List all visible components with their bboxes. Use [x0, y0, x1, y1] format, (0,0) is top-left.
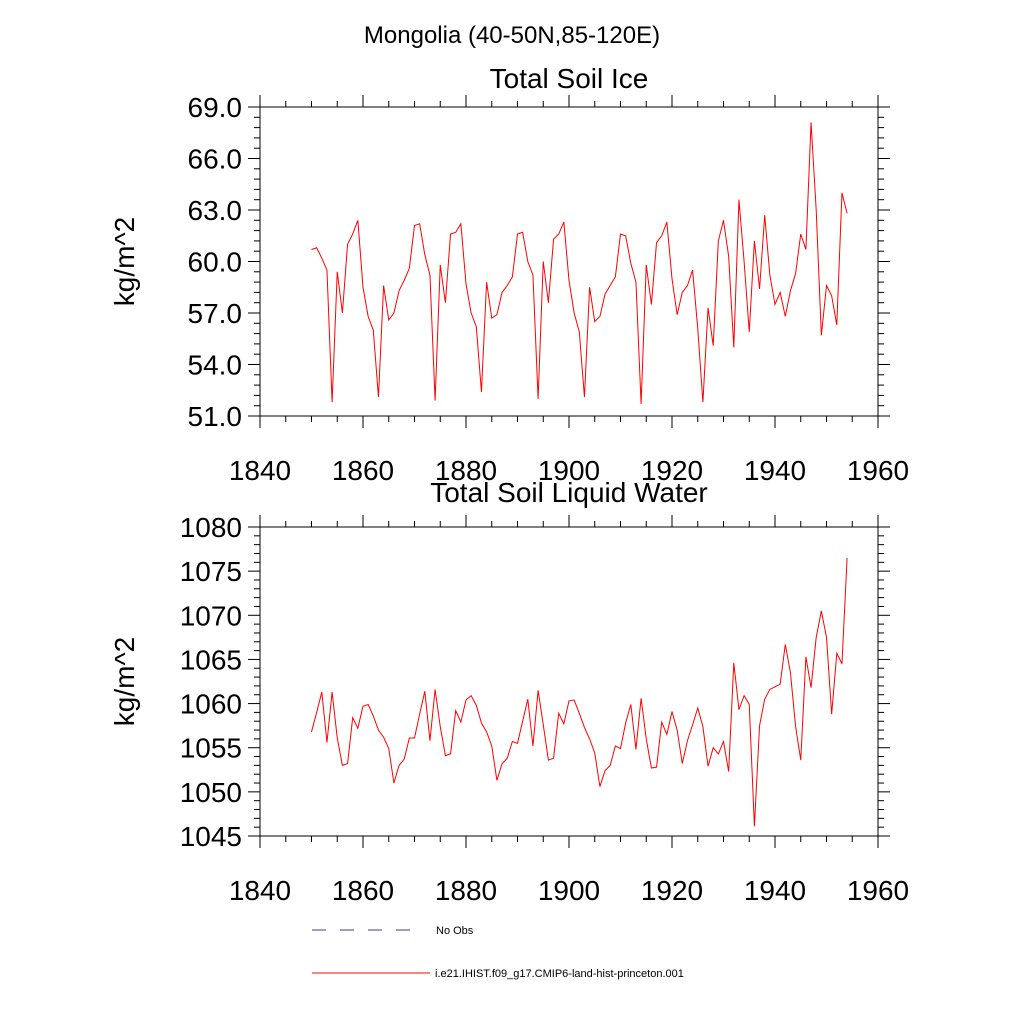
chart-title: Total Soil Ice: [490, 63, 649, 94]
x-tick-label: 1860: [332, 455, 394, 486]
page-title: Mongolia (40-50N,85-120E): [364, 22, 660, 49]
y-tick-label: 69.0: [188, 92, 243, 123]
x-tick-label: 1840: [229, 455, 291, 486]
x-tick-label: 1920: [641, 455, 703, 486]
x-tick-label: 1940: [744, 455, 806, 486]
x-tick-label: 1960: [847, 875, 909, 906]
plot-frame: [259, 106, 879, 417]
legend: No Obs i.e21.IHIST.f09_g17.CMIP6-land-hi…: [312, 925, 684, 980]
y-tick-label: 1050: [180, 777, 242, 808]
y-axis-label: kg/m^2: [109, 217, 140, 306]
y-tick-label: 1080: [180, 512, 242, 543]
y-tick-label: 66.0: [188, 144, 243, 175]
x-tick-label: 1940: [744, 875, 806, 906]
y-tick-label: 63.0: [188, 195, 243, 226]
x-tick-label: 1880: [435, 455, 497, 486]
chart-panel-soil-ice: Total Soil Ice kg/m^2 1840 1860 1880 1900 1920…: [109, 63, 909, 486]
y-tick-label: 1045: [180, 821, 242, 852]
series-line: [311, 122, 848, 405]
plot-frame: [259, 526, 879, 837]
x-tick-label: 1920: [641, 875, 703, 906]
y-tick-label: 60.0: [188, 247, 243, 278]
legend-model-label: i.e21.IHIST.f09_g17.CMIP6-land-hist-prin…: [435, 968, 684, 980]
y-axis-label: kg/m^2: [109, 637, 140, 726]
y-tick-label: 1060: [180, 689, 242, 720]
x-tick-label: 1860: [332, 875, 394, 906]
x-tick-label: 1900: [538, 455, 600, 486]
y-tick-label: 54.0: [188, 350, 243, 381]
x-tick-label: 1880: [435, 875, 497, 906]
x-tick-label: 1960: [847, 455, 909, 486]
y-tick-label: 57.0: [188, 298, 243, 329]
x-tick-label: 1900: [538, 875, 600, 906]
y-tick-label: 1070: [180, 600, 242, 631]
legend-obs-label: No Obs: [436, 925, 474, 937]
y-tick-label: 1055: [180, 733, 242, 764]
series-line: [311, 557, 848, 827]
y-tick-label: 51.0: [188, 401, 243, 432]
y-tick-label: 1075: [180, 556, 242, 587]
chart-panel-soil-liquid-water: Total Soil Liquid Water kg/m^2 1840 1860 188…: [109, 477, 909, 906]
chart-title: Total Soil Liquid Water: [430, 477, 708, 508]
y-tick-label: 1065: [180, 644, 242, 675]
x-tick-label: 1840: [229, 875, 291, 906]
